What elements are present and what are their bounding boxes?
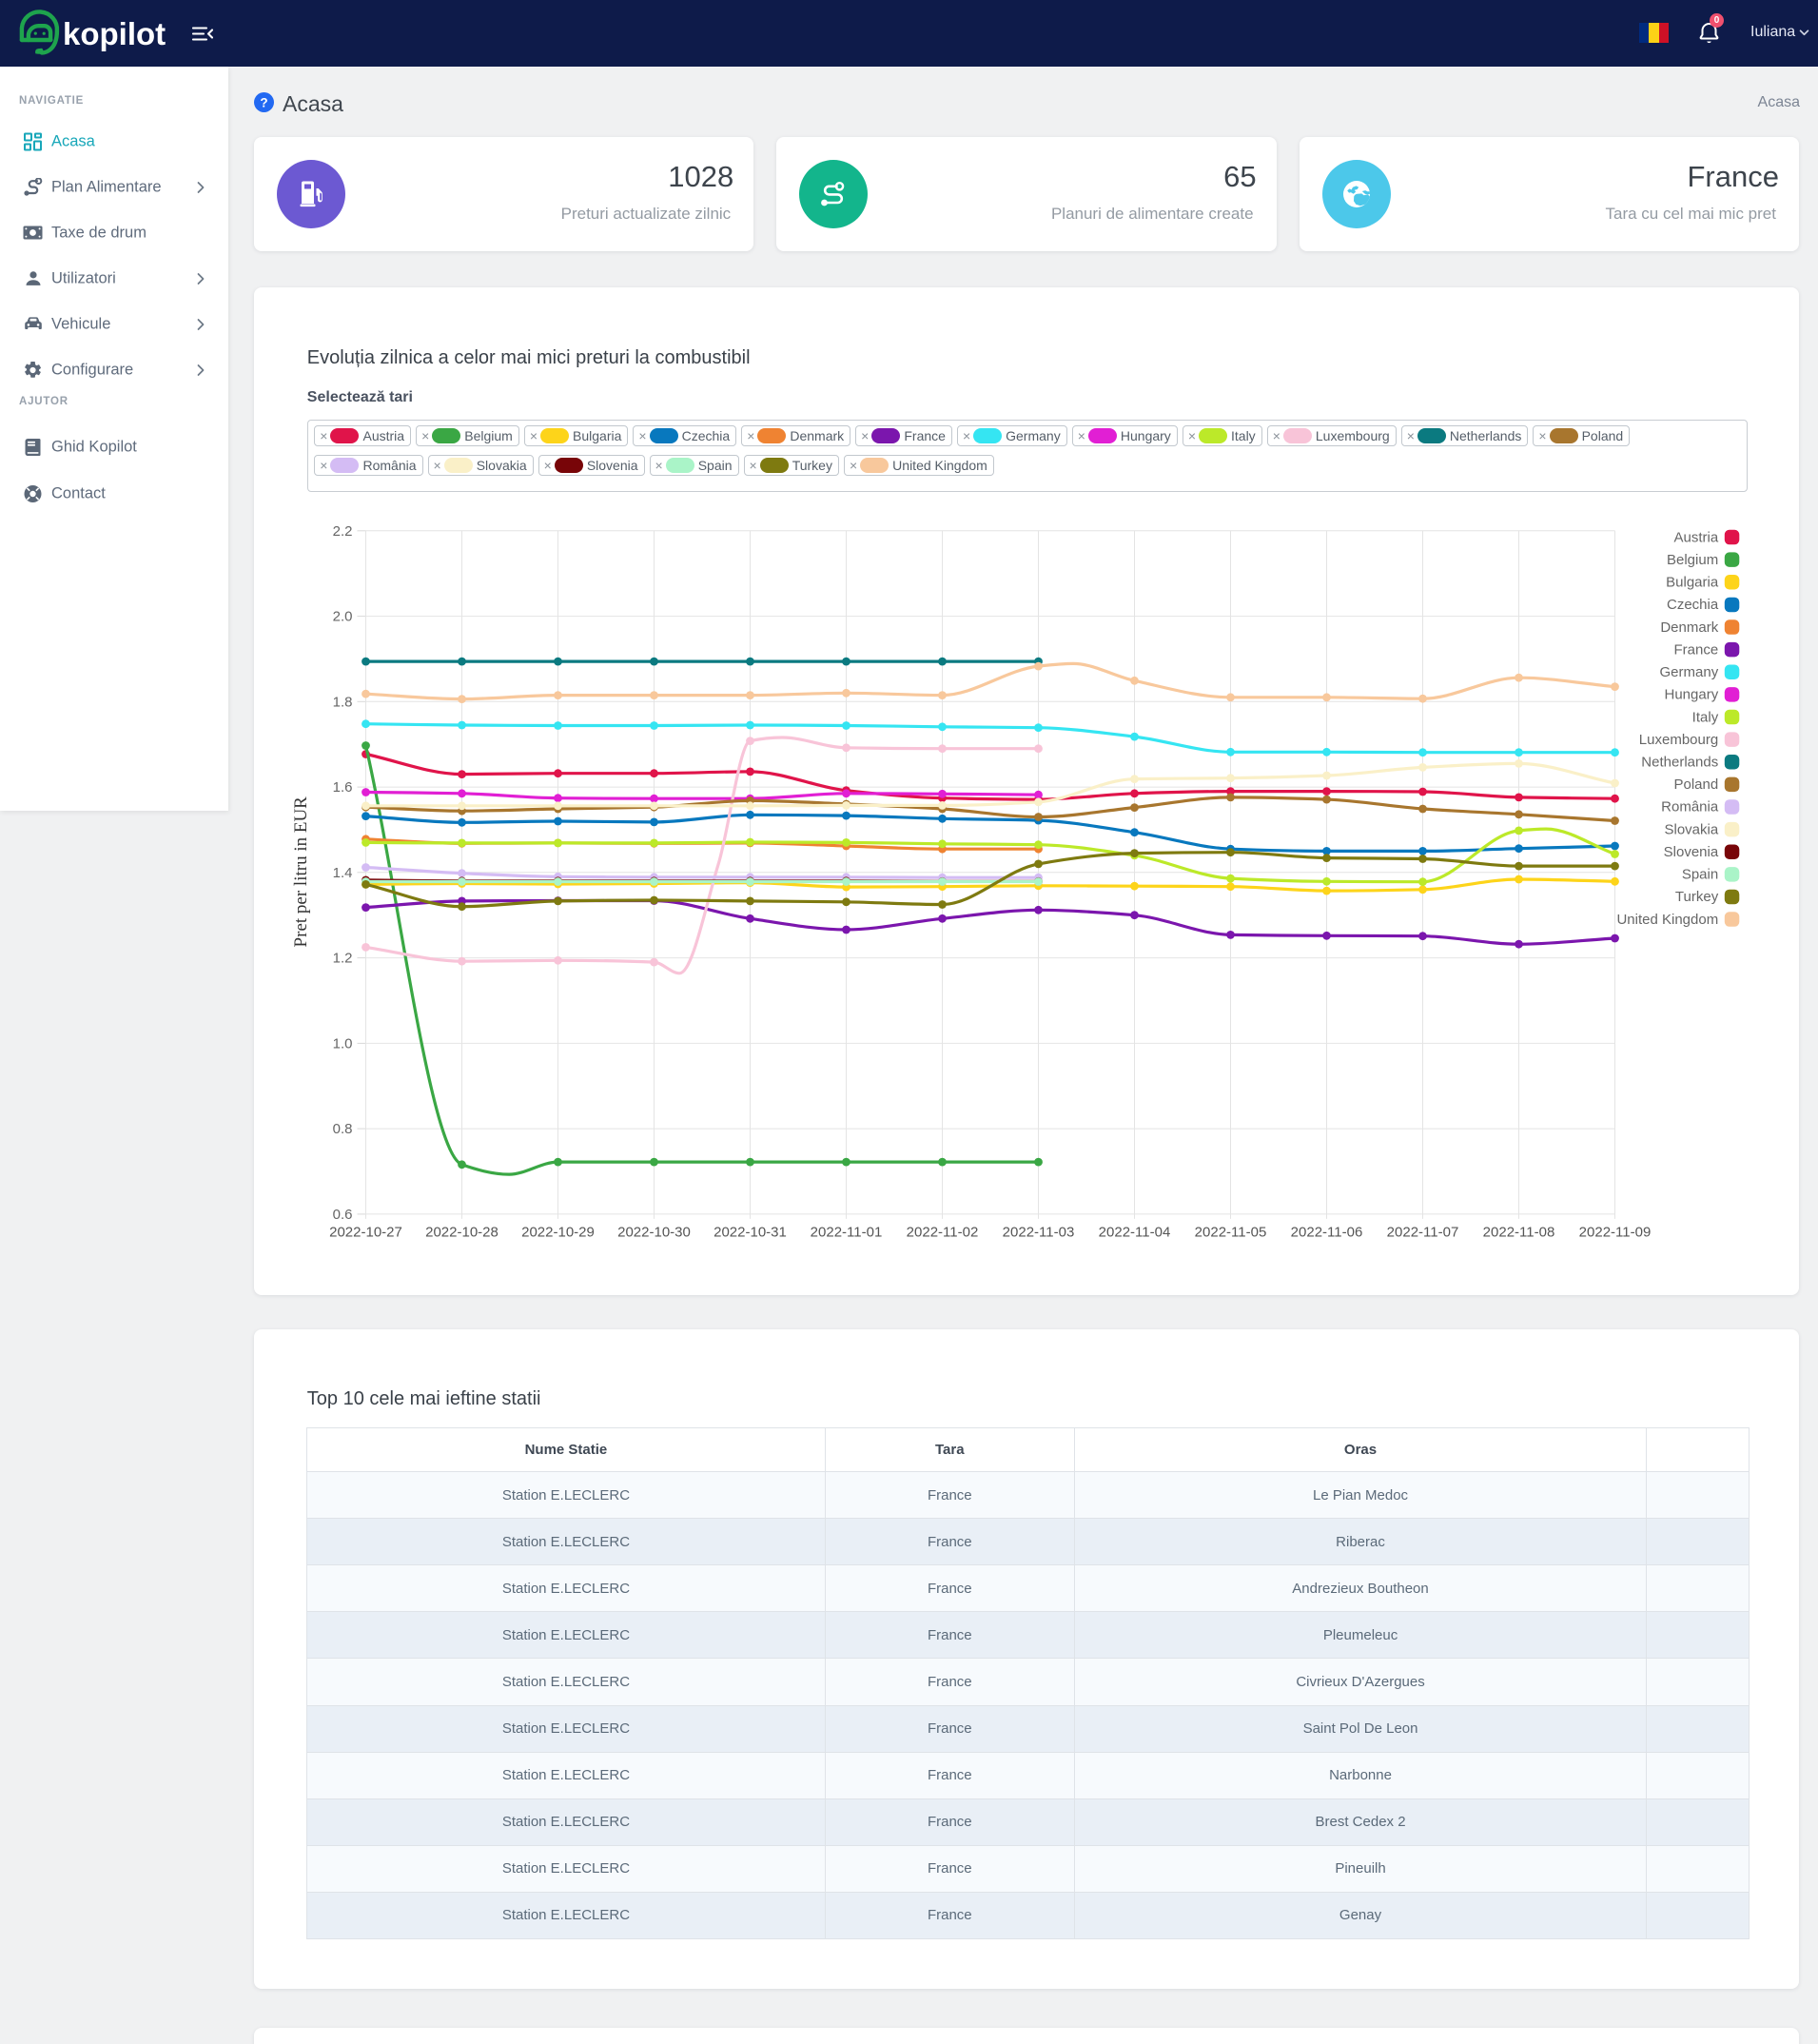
svg-text:Pret per litru in EUR: Pret per litru in EUR [291,796,311,948]
svg-text:2022-11-02: 2022-11-02 [906,1224,978,1240]
svg-text:România: România [1661,798,1719,815]
svg-text:Germany: Germany [1659,664,1718,680]
svg-text:Italy: Italy [1691,709,1718,725]
svg-text:2022-11-05: 2022-11-05 [1194,1224,1266,1240]
svg-text:0.6: 0.6 [332,1207,352,1223]
svg-text:Luxembourg: Luxembourg [1639,732,1718,748]
svg-text:2022-10-28: 2022-10-28 [425,1224,498,1240]
svg-text:2022-10-31: 2022-10-31 [714,1224,787,1240]
svg-text:1.8: 1.8 [332,694,352,710]
svg-text:Belgium: Belgium [1667,552,1718,568]
svg-text:Slovenia: Slovenia [1663,844,1718,860]
svg-text:2.2: 2.2 [332,522,352,539]
svg-text:2022-10-30: 2022-10-30 [617,1224,691,1240]
svg-text:1.2: 1.2 [332,950,352,966]
svg-text:2022-11-04: 2022-11-04 [1098,1224,1170,1240]
svg-text:Spain: Spain [1682,866,1718,882]
svg-text:2022-10-29: 2022-10-29 [521,1224,595,1240]
svg-text:Slovakia: Slovakia [1664,821,1718,837]
svg-text:Denmark: Denmark [1660,619,1718,635]
svg-text:2022-11-07: 2022-11-07 [1386,1224,1458,1240]
svg-text:Hungary: Hungary [1664,686,1718,702]
svg-text:0.8: 0.8 [332,1121,352,1137]
svg-text:Bulgaria: Bulgaria [1666,574,1719,590]
svg-text:1.6: 1.6 [332,779,352,796]
svg-text:2022-11-06: 2022-11-06 [1290,1224,1362,1240]
svg-text:Netherlands: Netherlands [1641,754,1718,770]
svg-text:1.0: 1.0 [332,1035,352,1051]
svg-text:Poland: Poland [1673,776,1718,793]
svg-text:1.4: 1.4 [332,864,352,880]
svg-text:Austria: Austria [1673,529,1718,545]
svg-text:Czechia: Czechia [1667,597,1719,613]
svg-text:2022-11-09: 2022-11-09 [1578,1224,1651,1240]
svg-text:Turkey: Turkey [1675,889,1719,905]
svg-text:2022-11-01: 2022-11-01 [810,1224,882,1240]
svg-text:France: France [1673,641,1718,658]
svg-text:United Kingdom: United Kingdom [1616,911,1718,927]
svg-text:?: ? [260,95,267,109]
svg-text:2022-11-03: 2022-11-03 [1002,1224,1074,1240]
svg-text:2.0: 2.0 [332,608,352,624]
svg-text:2022-10-27: 2022-10-27 [329,1224,402,1240]
svg-text:2022-11-08: 2022-11-08 [1482,1224,1554,1240]
